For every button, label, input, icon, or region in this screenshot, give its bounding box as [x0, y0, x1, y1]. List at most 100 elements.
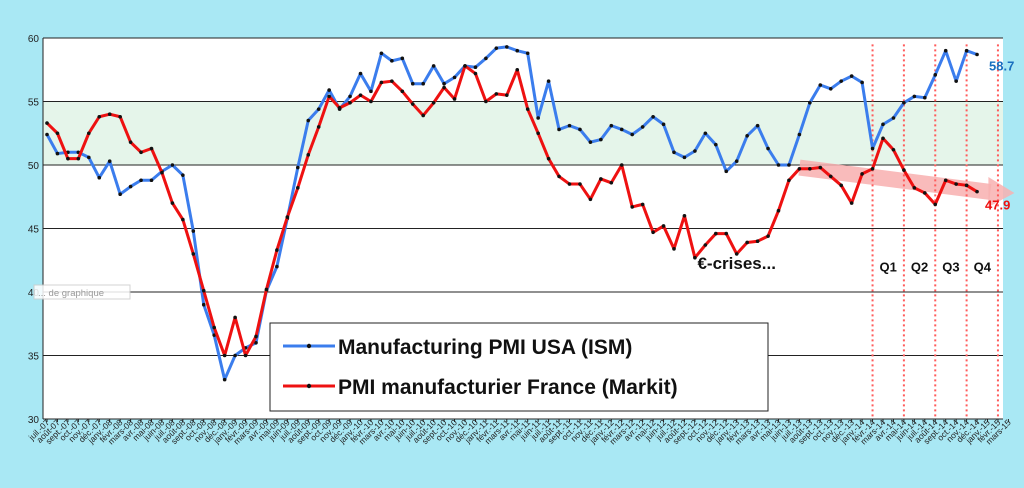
data-point [693, 255, 697, 260]
data-point [975, 52, 979, 57]
data-point [505, 93, 509, 97]
data-point [975, 189, 979, 194]
series-line-1 [45, 64, 978, 357]
data-point [212, 325, 216, 330]
data-point [45, 121, 49, 125]
data-point [66, 156, 70, 161]
data-point [275, 264, 279, 269]
data-point [212, 333, 216, 337]
data-point [860, 80, 864, 85]
data-point [348, 94, 352, 99]
data-point [808, 167, 812, 171]
data-point [358, 71, 363, 76]
data-point [578, 182, 582, 186]
data-point [567, 182, 572, 186]
data-point [379, 51, 384, 56]
data-point [912, 94, 917, 99]
data-point [839, 79, 843, 83]
data-point [954, 79, 958, 83]
data-point [818, 83, 823, 87]
data-point [442, 81, 446, 86]
data-point [505, 45, 509, 49]
y-tick-label: 45 [28, 225, 40, 236]
data-point [672, 247, 676, 251]
data-point [839, 183, 843, 188]
data-point [118, 114, 122, 119]
legend-box [269, 322, 769, 412]
data-point [76, 156, 81, 161]
data-point [181, 217, 185, 222]
data-point [557, 127, 561, 132]
data-point [567, 123, 572, 128]
data-point [714, 142, 718, 147]
data-point [588, 197, 593, 202]
data-point [682, 155, 687, 160]
data-point [410, 81, 415, 86]
data-point [452, 97, 457, 101]
data-point [55, 151, 60, 156]
data-point [536, 131, 540, 136]
data-point [87, 155, 91, 160]
data-point [609, 123, 614, 128]
data-point [766, 234, 770, 238]
data-point [776, 208, 781, 213]
data-point [170, 201, 175, 205]
data-point [902, 100, 906, 105]
data-point [849, 74, 854, 78]
data-point [484, 99, 488, 104]
y-tick-label: 60 [28, 34, 40, 45]
data-point [619, 163, 624, 167]
data-point [943, 178, 948, 183]
data-point [390, 79, 394, 83]
data-point [452, 75, 457, 80]
y-tick-label: 35 [28, 352, 40, 363]
data-point [128, 184, 133, 189]
y-tick-label: 30 [28, 415, 40, 426]
data-point [400, 89, 405, 94]
data-point [421, 113, 426, 118]
data-point [703, 131, 708, 136]
data-point [745, 240, 749, 245]
data-point [881, 136, 885, 141]
data-point [222, 377, 227, 382]
chart-annotation: Q2 [911, 260, 928, 275]
data-point [578, 127, 582, 132]
series-end-label-1: 47.9 [985, 198, 1010, 213]
data-point [755, 239, 760, 243]
data-point [400, 56, 405, 61]
chart-annotation: Q1 [880, 260, 897, 275]
data-point [693, 149, 697, 153]
data-point [348, 100, 352, 105]
data-point [734, 252, 739, 256]
data-point [724, 231, 729, 236]
data-point [787, 178, 791, 183]
data-point [766, 146, 770, 151]
data-point [599, 137, 603, 142]
data-point [954, 182, 958, 186]
y-tick-label: 55 [28, 98, 40, 109]
data-point [651, 230, 655, 235]
data-point [891, 147, 896, 152]
data-point [536, 116, 540, 120]
data-point [776, 163, 781, 167]
data-point [254, 341, 258, 345]
data-point [525, 107, 530, 111]
data-point [306, 118, 311, 123]
data-point [442, 85, 446, 90]
data-point [703, 243, 708, 247]
data-point [128, 140, 133, 144]
data-point [191, 229, 196, 233]
data-point [181, 173, 185, 177]
data-point [557, 174, 561, 179]
data-point [828, 87, 833, 91]
data-point [546, 156, 551, 161]
data-point [745, 133, 749, 138]
data-point [160, 170, 164, 175]
data-point [473, 65, 478, 70]
data-point [630, 205, 634, 209]
data-point [682, 214, 687, 218]
data-point [902, 168, 906, 172]
data-point [139, 150, 143, 155]
data-point [619, 127, 624, 132]
